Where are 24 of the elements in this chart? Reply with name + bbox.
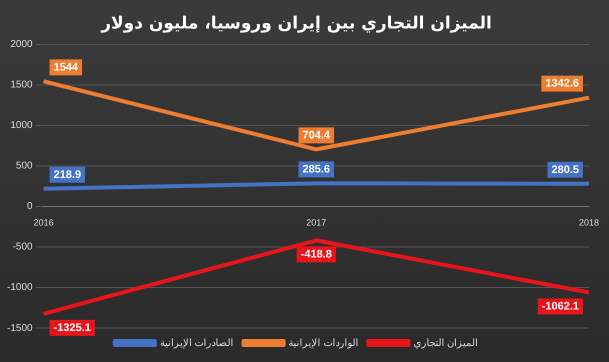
y-tick-label: 500: [16, 160, 34, 172]
data-label: 1342.6: [545, 78, 580, 90]
y-tick-label: 2000: [10, 39, 34, 50]
data-label: -1062.1: [542, 300, 579, 313]
y-tick-label: 1000: [10, 120, 34, 132]
x-tick-label: 2016: [34, 217, 54, 228]
y-tick-label: -500: [12, 242, 34, 253]
legend-label: الواردات الإيرانية: [288, 338, 358, 349]
data-label: -418.8: [300, 248, 332, 260]
y-tick-label: -1500: [7, 322, 34, 334]
chart-title: الميزان التجاري بين إيران وروسيا، مليون دولار: [100, 14, 492, 34]
legend-label: الميزان التجاري: [413, 338, 478, 349]
data-label: 218.9: [54, 168, 82, 181]
y-tick-label: 0: [27, 201, 34, 212]
x-tick-label: 2017: [306, 217, 326, 228]
data-label: 704.4: [302, 129, 331, 142]
data-label: -1325.1: [54, 322, 91, 334]
data-label: 280.5: [551, 164, 579, 176]
y-tick-label: 1500: [10, 80, 34, 91]
data-label: 1544: [54, 61, 79, 74]
legend-label: الصادرات الإيرانية: [160, 338, 234, 349]
y-tick-label: -1000: [7, 282, 34, 294]
x-tick-label: 2018: [578, 217, 600, 228]
data-label: 285.6: [302, 163, 330, 176]
